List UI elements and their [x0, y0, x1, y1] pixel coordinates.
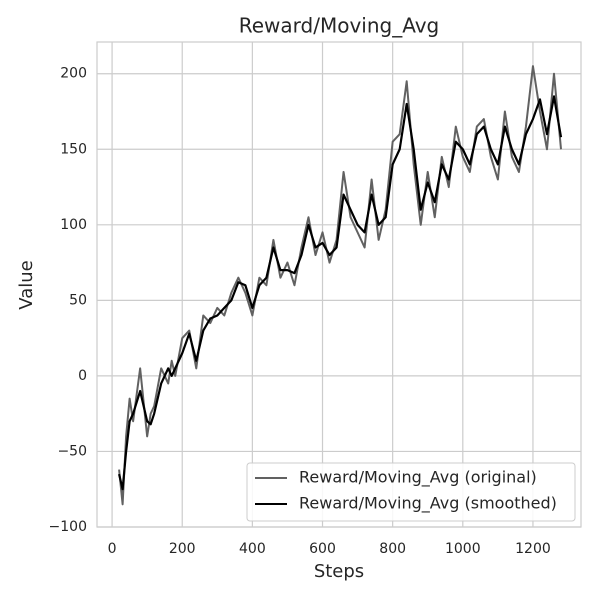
plot-frame	[96, 41, 582, 528]
y-axis-label: Value	[16, 260, 37, 309]
x-tick-label: 200	[169, 541, 196, 557]
x-axis-label: Steps	[314, 561, 364, 582]
x-tick-label: 1000	[445, 541, 481, 557]
x-tick-label: 400	[239, 541, 266, 557]
y-tick-label: 100	[60, 217, 87, 233]
series-line	[118, 95, 563, 491]
chart-title: Reward/Moving_Avg	[239, 14, 440, 38]
y-tick-label: 150	[60, 141, 87, 157]
plot-lines	[118, 65, 563, 506]
grid	[97, 42, 581, 528]
x-tick-label: 800	[379, 541, 406, 557]
x-tick-label: 0	[108, 541, 117, 557]
legend-box	[246, 462, 576, 522]
legend-label: Reward/Moving_Avg (smoothed)	[299, 494, 557, 514]
y-tick-label: 50	[69, 292, 87, 308]
legend: Reward/Moving_Avg (original) Reward/Movin…	[246, 462, 576, 522]
y-tick-label: 0	[78, 368, 87, 384]
x-tick-label: 1200	[515, 541, 551, 557]
y-tick-label: 200	[60, 66, 87, 82]
y-tick-label: −50	[57, 443, 87, 459]
y-tick-label: −100	[49, 519, 87, 535]
x-tick-label: 600	[309, 541, 336, 557]
legend-label: Reward/Moving_Avg (original)	[299, 468, 537, 488]
